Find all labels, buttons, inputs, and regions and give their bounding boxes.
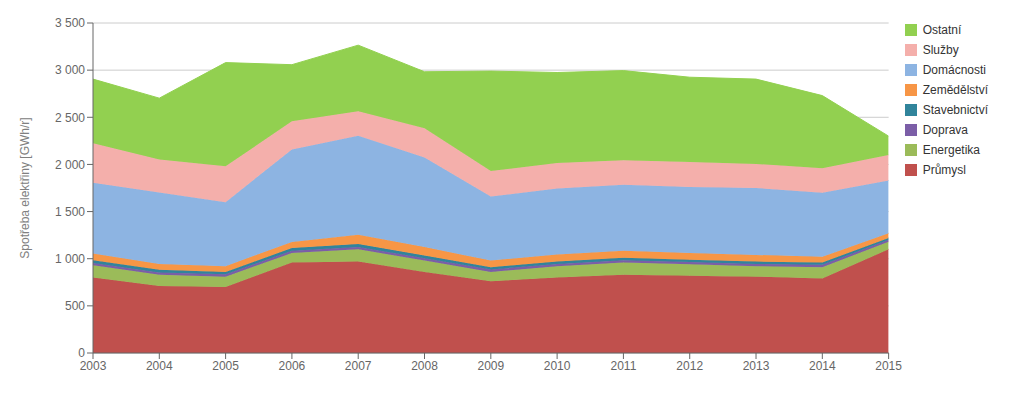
svg-text:2009: 2009 [477,359,504,373]
svg-text:1 000: 1 000 [55,252,85,266]
svg-text:2005: 2005 [212,359,239,373]
html-text:Ostatní: Ostatní [922,23,962,37]
svg-text:2003: 2003 [80,359,107,373]
html-text:Doprava: Doprava [922,123,968,137]
svg-text:2008: 2008 [411,359,438,373]
svg-text:2014: 2014 [809,359,836,373]
svg-text:2010: 2010 [544,359,571,373]
html-text:Energetika: Energetika [922,143,980,157]
html-text:Stavebnictví: Stavebnictví [922,103,988,117]
svg-text:3 500: 3 500 [55,16,85,30]
svg-text:2006: 2006 [279,359,306,373]
svg-text:2011: 2011 [611,359,637,373]
svg-text:2013: 2013 [743,359,770,373]
svg-text:2012: 2012 [676,359,703,373]
svg-text:2007: 2007 [345,359,372,373]
html-text:Průmysl: Průmysl [922,163,966,177]
svg-text:1 500: 1 500 [55,205,85,219]
svg-text:0: 0 [78,346,85,360]
svg-text:2015: 2015 [875,359,902,373]
svg-text:2004: 2004 [146,359,173,373]
html-text:Domácnosti: Domácnosti [922,63,986,77]
html-text:Služby: Služby [922,43,959,57]
svg-text:2 000: 2 000 [55,158,85,172]
svg-text:3 000: 3 000 [55,63,85,77]
svg-text:500: 500 [65,299,85,313]
svg-text:2 500: 2 500 [55,111,85,125]
svg-text:Spotřeba elektřiny [GWh/r]: Spotřeba elektřiny [GWh/r] [18,117,32,258]
html-text:Zemědělství: Zemědělství [922,83,988,97]
